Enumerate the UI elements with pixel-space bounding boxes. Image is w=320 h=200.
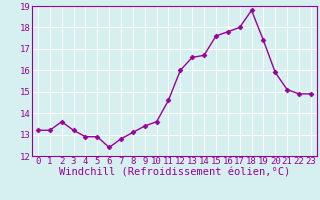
X-axis label: Windchill (Refroidissement éolien,°C): Windchill (Refroidissement éolien,°C): [59, 168, 290, 178]
